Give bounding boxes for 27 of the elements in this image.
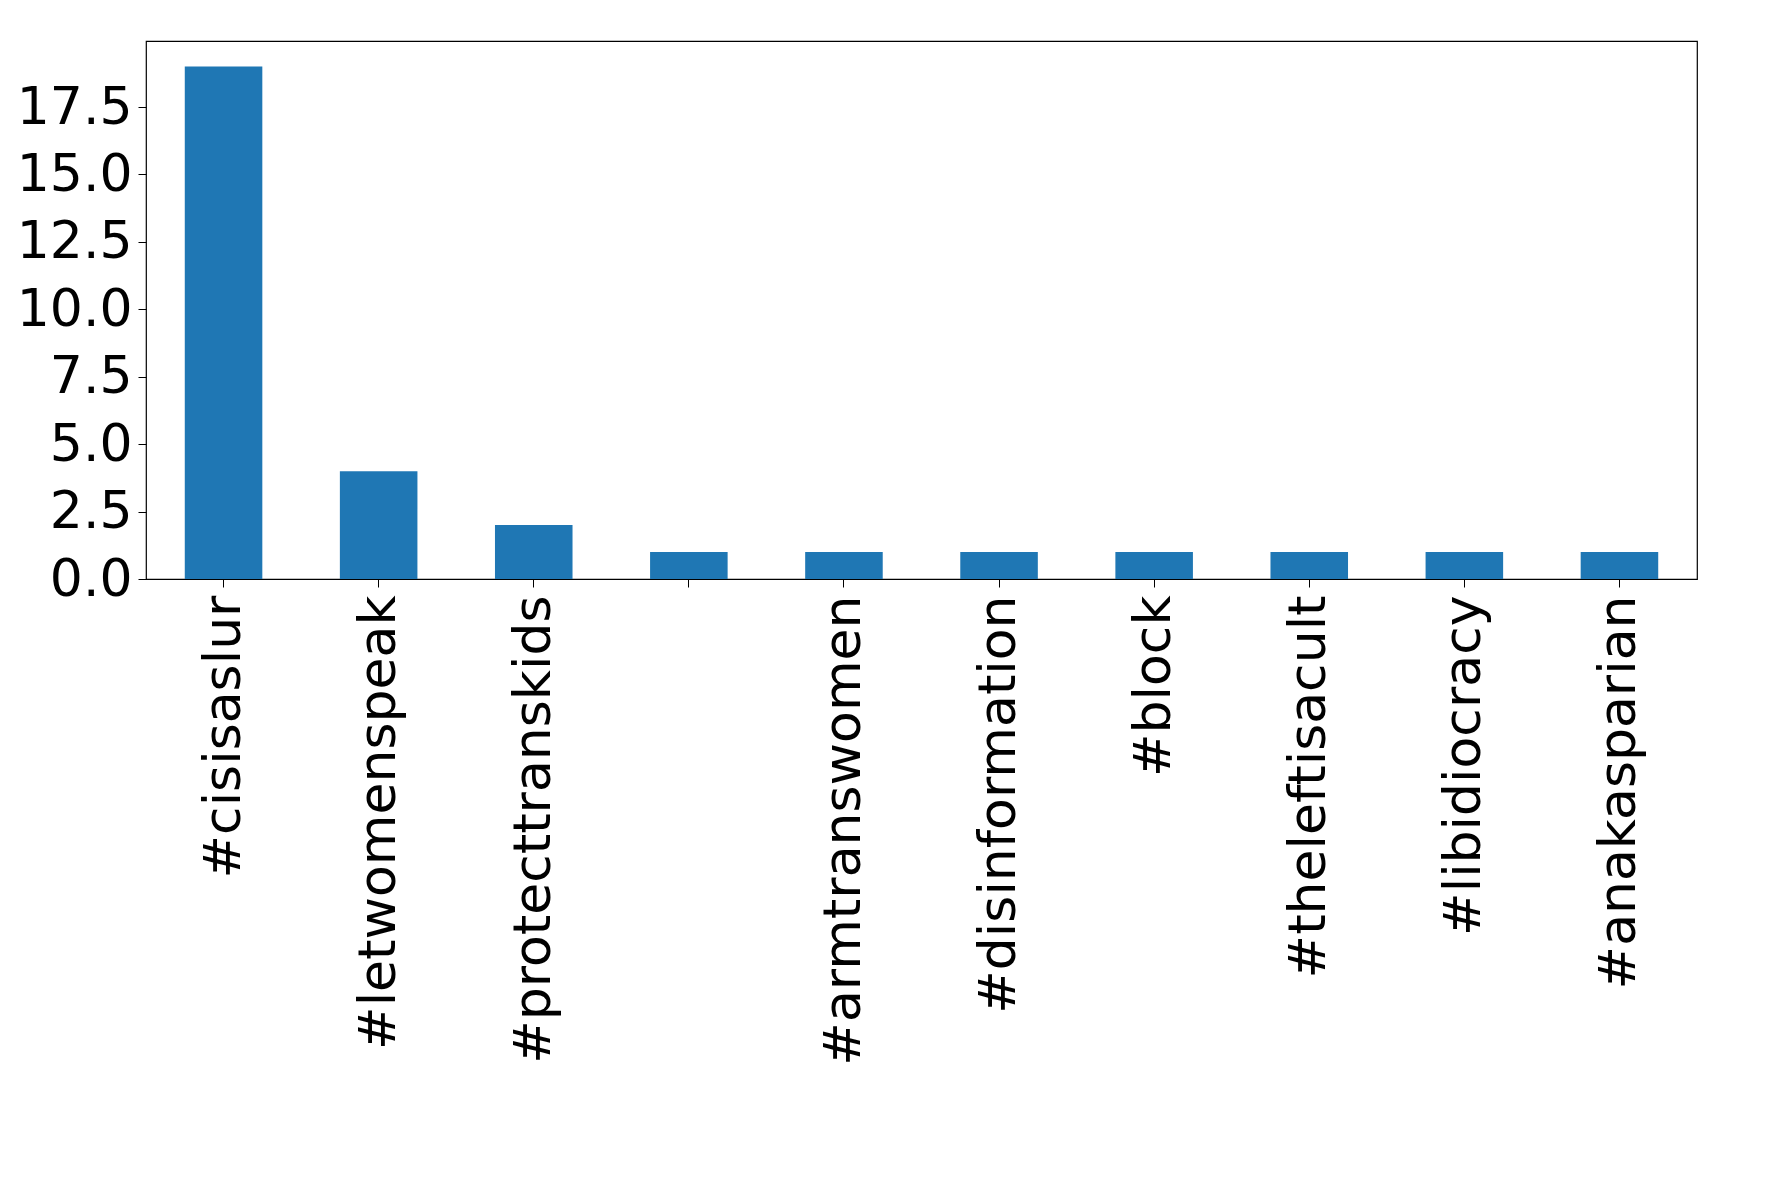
x-tick-label: #anakasparian [1587,595,1648,990]
x-tick-label: #cisisaslur [191,594,252,879]
x-tick-label: #theleftisacult [1277,595,1338,979]
bar [805,552,883,579]
bar [184,66,263,579]
bar [1425,552,1504,579]
bar [1115,552,1193,579]
y-tick-label: 17.5 [16,75,133,136]
y-tick-label: 15.0 [16,142,133,203]
y-tick-label: 5.0 [49,412,133,473]
y-tick-label: 10.0 [16,277,133,338]
bar [339,471,418,579]
x-tick-label: #disinformation [967,595,1028,1014]
x-tick-label: #letwomenspeak [346,595,407,1050]
x-tick-label: #protecttranskids [501,595,562,1064]
x-tick-label: #libidiocracy [1432,595,1493,936]
bar [650,552,728,579]
x-tick-label: #armtranswomen [811,595,872,1066]
bar [1270,552,1349,579]
y-tick-label: 12.5 [16,210,133,271]
bar [1580,552,1659,579]
y-tick-label: 7.5 [49,345,133,406]
bar [960,552,1038,579]
x-tick-label: #block [1122,595,1183,778]
bar [494,525,573,579]
y-tick-label: 2.5 [49,480,133,541]
y-tick-label: 0.0 [49,547,133,608]
